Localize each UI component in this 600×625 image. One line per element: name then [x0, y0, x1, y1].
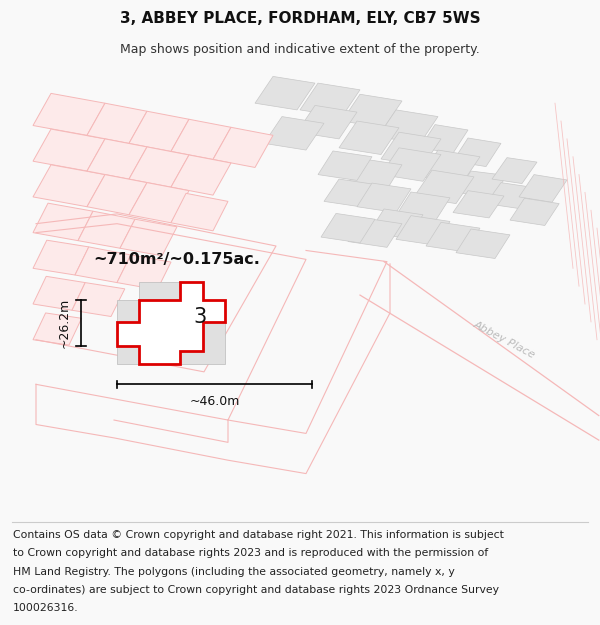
Polygon shape [381, 132, 441, 166]
Polygon shape [381, 148, 441, 181]
Polygon shape [87, 174, 147, 215]
Polygon shape [348, 159, 402, 189]
Polygon shape [255, 76, 315, 110]
Polygon shape [33, 313, 82, 345]
Polygon shape [486, 182, 537, 209]
Polygon shape [492, 158, 537, 184]
Polygon shape [420, 124, 468, 153]
Polygon shape [378, 110, 438, 143]
Polygon shape [171, 155, 231, 195]
Text: ~710m²/~0.175ac.: ~710m²/~0.175ac. [93, 252, 260, 267]
Polygon shape [300, 83, 360, 117]
Text: 3, ABBEY PLACE, FORDHAM, ELY, CB7 5WS: 3, ABBEY PLACE, FORDHAM, ELY, CB7 5WS [119, 11, 481, 26]
Polygon shape [414, 170, 474, 204]
Polygon shape [396, 192, 450, 221]
Polygon shape [117, 282, 225, 364]
Text: co-ordinates) are subject to Crown copyright and database rights 2023 Ordnance S: co-ordinates) are subject to Crown copyr… [13, 585, 499, 595]
Polygon shape [519, 174, 567, 203]
Polygon shape [75, 247, 131, 282]
Polygon shape [342, 94, 402, 128]
Polygon shape [339, 121, 399, 154]
Polygon shape [33, 240, 89, 275]
Text: ~26.2m: ~26.2m [57, 298, 70, 348]
Polygon shape [510, 198, 559, 226]
Polygon shape [420, 150, 480, 184]
Polygon shape [72, 282, 125, 316]
Text: Contains OS data © Crown copyright and database right 2021. This information is : Contains OS data © Crown copyright and d… [13, 530, 504, 540]
Polygon shape [357, 183, 411, 213]
Polygon shape [129, 147, 189, 187]
Text: 3: 3 [193, 308, 206, 328]
Polygon shape [129, 111, 189, 151]
Polygon shape [396, 216, 450, 245]
Polygon shape [78, 211, 135, 248]
Text: ~46.0m: ~46.0m [190, 396, 239, 409]
Text: HM Land Registry. The polygons (including the associated geometry, namely x, y: HM Land Registry. The polygons (includin… [13, 567, 455, 577]
Polygon shape [348, 218, 402, 248]
Polygon shape [453, 191, 504, 218]
Polygon shape [264, 117, 324, 150]
Polygon shape [321, 213, 375, 243]
Polygon shape [426, 222, 480, 252]
Polygon shape [369, 209, 423, 238]
Polygon shape [33, 165, 105, 207]
Polygon shape [33, 203, 93, 241]
Polygon shape [87, 139, 147, 179]
Polygon shape [117, 282, 225, 364]
Polygon shape [324, 179, 375, 207]
Polygon shape [33, 276, 85, 310]
Polygon shape [120, 219, 177, 256]
Text: Abbey Place: Abbey Place [472, 319, 536, 360]
Polygon shape [171, 193, 228, 231]
Polygon shape [213, 127, 273, 168]
Polygon shape [117, 255, 171, 290]
Polygon shape [33, 129, 105, 171]
Polygon shape [87, 103, 147, 143]
Text: 100026316.: 100026316. [13, 603, 79, 613]
Polygon shape [453, 138, 501, 167]
Polygon shape [33, 93, 105, 136]
Polygon shape [456, 171, 507, 197]
Text: to Crown copyright and database rights 2023 and is reproduced with the permissio: to Crown copyright and database rights 2… [13, 548, 488, 558]
Polygon shape [297, 106, 357, 139]
Text: Map shows position and indicative extent of the property.: Map shows position and indicative extent… [120, 44, 480, 56]
Polygon shape [129, 182, 189, 222]
Polygon shape [171, 119, 231, 159]
Polygon shape [456, 229, 510, 259]
Polygon shape [318, 151, 372, 181]
